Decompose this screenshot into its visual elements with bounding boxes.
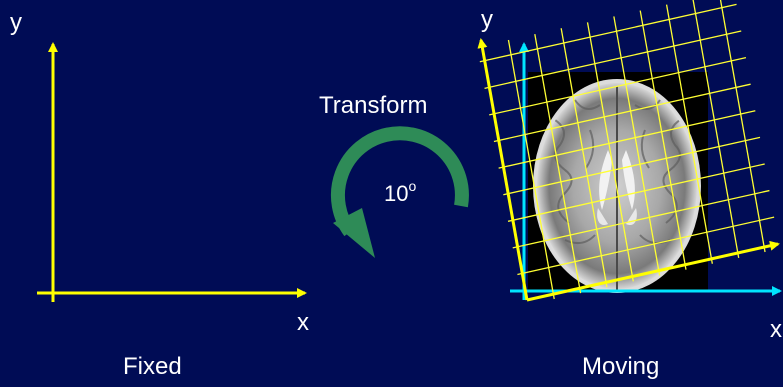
grid-line — [503, 136, 761, 196]
grid-line — [479, 3, 737, 63]
grid-line — [665, 4, 713, 264]
grid-line — [493, 83, 751, 143]
grid-line — [692, 0, 740, 258]
grid-line — [586, 22, 634, 282]
transform-group: Transform 10o — [319, 92, 469, 258]
rotated-grid — [479, 0, 775, 300]
fixed-caption: Fixed — [123, 353, 182, 380]
grid-line — [489, 56, 747, 116]
rotation-angle: 10o — [384, 178, 416, 206]
fixed-frame: y x Fixed — [10, 9, 309, 380]
grid-line — [613, 16, 661, 276]
moving-frame: y x Moving — [477, 0, 782, 380]
grid-line — [560, 28, 608, 288]
curved-arrow-icon — [330, 126, 469, 258]
moving-y-label: y — [481, 6, 493, 33]
grid-line — [512, 189, 770, 249]
grid-line — [498, 110, 756, 169]
grid-line — [639, 10, 687, 270]
moving-rotated-y-axis — [477, 38, 529, 301]
grid-line — [517, 216, 775, 276]
grid-line — [534, 33, 582, 294]
fixed-y-label: y — [10, 9, 22, 36]
grid-line — [507, 39, 555, 300]
transform-label: Transform — [319, 92, 427, 119]
moving-rotated-x-axis — [526, 240, 780, 302]
grid-line — [507, 163, 765, 222]
fixed-x-label: x — [297, 309, 309, 336]
grid-line — [719, 0, 766, 253]
grid-line — [484, 30, 742, 89]
moving-x-label: x — [770, 316, 782, 343]
moving-caption: Moving — [582, 353, 659, 380]
